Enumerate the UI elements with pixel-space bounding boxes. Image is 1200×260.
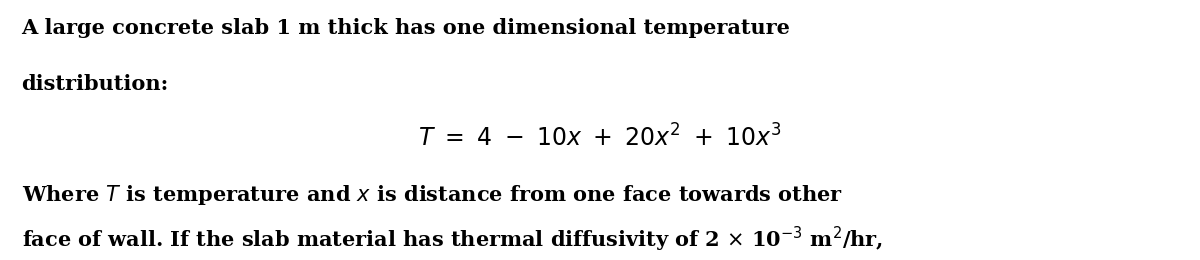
Text: A large concrete slab 1 m thick has one dimensional temperature: A large concrete slab 1 m thick has one … xyxy=(22,18,791,38)
Text: Where $\mathit{T}$ is temperature and $\mathit{x}$ is distance from one face tow: Where $\mathit{T}$ is temperature and $\… xyxy=(22,183,842,207)
Text: face of wall. If the slab material has thermal diffusivity of 2 $\times$ 10$^{-3: face of wall. If the slab material has t… xyxy=(22,225,883,254)
Text: $\mathit{T}\ =\ 4\ -\ 10\mathit{x}\ +\ 20\mathit{x}^{2}\ +\ 10\mathit{x}^{3}$: $\mathit{T}\ =\ 4\ -\ 10\mathit{x}\ +\ 2… xyxy=(419,125,781,152)
Text: distribution:: distribution: xyxy=(22,74,169,94)
